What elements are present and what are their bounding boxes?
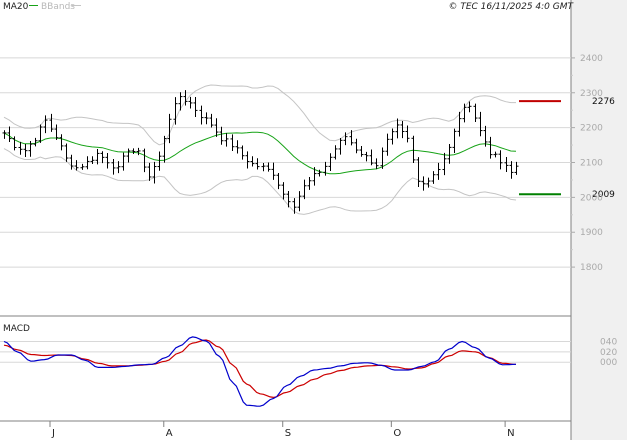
ma20-line bbox=[3, 131, 517, 175]
upper-band bbox=[3, 84, 516, 146]
copyright-notice: © TEC 16/11/2025 4:0 GMT bbox=[448, 2, 574, 12]
axis-panel bbox=[571, 0, 627, 440]
month-label: O bbox=[393, 428, 401, 439]
macd-tick-label: 040 bbox=[600, 338, 617, 348]
macd-tick-label: 020 bbox=[600, 348, 617, 358]
bollinger-bands bbox=[3, 84, 517, 215]
support-label: 2009 bbox=[592, 190, 615, 200]
macd-line bbox=[3, 336, 517, 407]
price-grid bbox=[0, 57, 571, 268]
month-label: A bbox=[166, 428, 173, 439]
macd-label: MACD bbox=[3, 324, 30, 334]
month-label: S bbox=[285, 428, 291, 439]
resistance-label: 2276 bbox=[592, 97, 615, 107]
macd-tick-label: 000 bbox=[600, 358, 617, 368]
legend-ma20: MA20 bbox=[3, 2, 29, 12]
month-label: J bbox=[51, 428, 55, 439]
support-resistance-levels: 2276 2009 bbox=[519, 97, 615, 200]
price-tick-labels: 2400 2300 2200 2100 2000 1900 1800 bbox=[571, 54, 603, 273]
price-tick-label: 2200 bbox=[580, 124, 603, 134]
ohlc-bars bbox=[2, 90, 519, 214]
price-tick-label: 1900 bbox=[580, 228, 603, 238]
macd-lines bbox=[3, 336, 517, 407]
month-label: N bbox=[507, 428, 514, 439]
price-tick-label: 2000 bbox=[580, 193, 603, 203]
legend-bbands: BBands bbox=[41, 2, 75, 12]
price-tick-label: 2300 bbox=[580, 89, 603, 99]
ma20-path bbox=[3, 131, 517, 175]
lower-band bbox=[3, 148, 517, 215]
price-tick-label: 2400 bbox=[580, 54, 603, 64]
signal-line bbox=[3, 339, 517, 399]
price-tick-label: 2100 bbox=[580, 159, 603, 169]
price-tick-label: 1800 bbox=[580, 263, 603, 273]
